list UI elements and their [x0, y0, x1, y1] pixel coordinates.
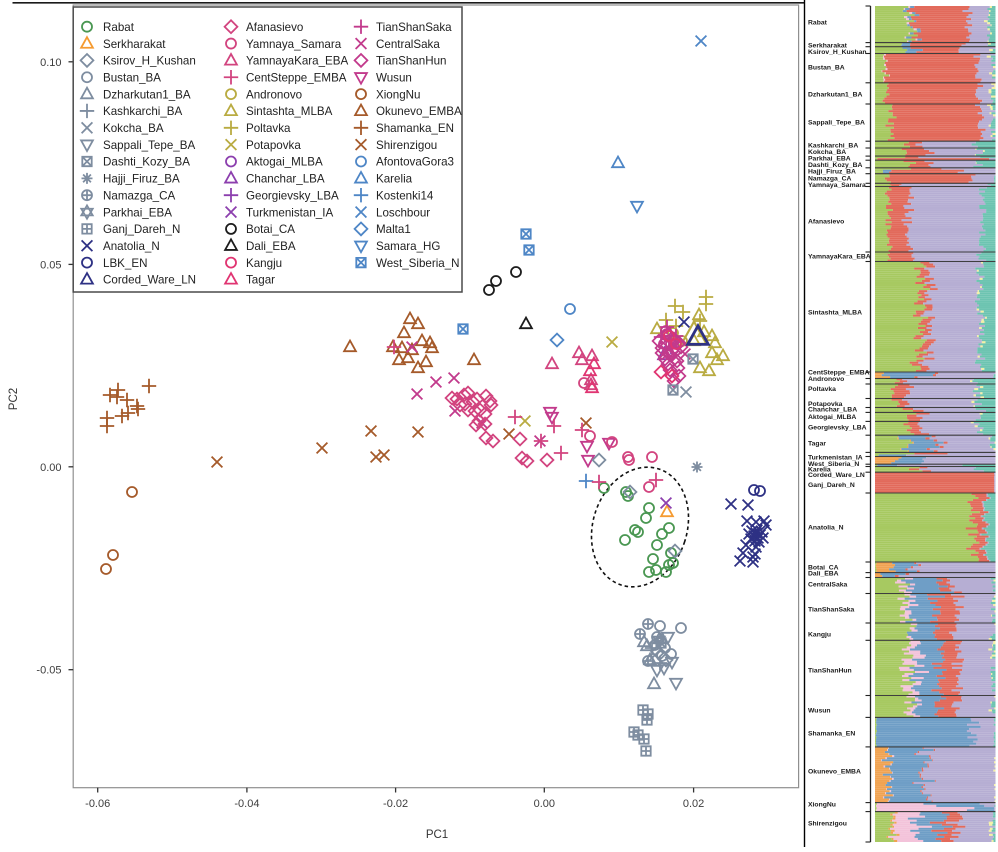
svg-text:Turkmenistan_IA: Turkmenistan_IA	[246, 206, 333, 219]
svg-text:Sappali_Tepe_BA: Sappali_Tepe_BA	[103, 139, 195, 152]
svg-text:Malta1: Malta1	[376, 223, 411, 236]
svg-text:CentSteppe_EMBA: CentSteppe_EMBA	[808, 370, 870, 377]
svg-text:Parkhai_EBA: Parkhai_EBA	[103, 206, 172, 219]
svg-text:Andronovo: Andronovo	[246, 88, 302, 101]
svg-text:CentralSaka: CentralSaka	[808, 582, 848, 589]
svg-text:Kokcha_BA: Kokcha_BA	[808, 149, 846, 156]
svg-text:Dzharkutan1_BA: Dzharkutan1_BA	[103, 88, 191, 101]
svg-text:AfontovaGora3: AfontovaGora3	[376, 156, 454, 169]
svg-text:CentralSaka: CentralSaka	[376, 38, 440, 51]
svg-text:Kangju: Kangju	[246, 257, 282, 270]
svg-text:Botai_CA: Botai_CA	[246, 223, 295, 236]
svg-text:Dashti_Kozy_BA: Dashti_Kozy_BA	[808, 162, 862, 169]
svg-text:Dashti_Kozy_BA: Dashti_Kozy_BA	[103, 156, 190, 169]
svg-text:Andronovo: Andronovo	[808, 376, 844, 383]
svg-text:Anatolia_N: Anatolia_N	[808, 525, 844, 532]
svg-text:0.00: 0.00	[40, 462, 61, 474]
svg-text:Corded_Ware_LN: Corded_Ware_LN	[103, 274, 196, 287]
svg-text:-0.05: -0.05	[36, 665, 61, 677]
svg-text:PC1: PC1	[426, 829, 448, 841]
svg-text:TianShanHun: TianShanHun	[808, 668, 852, 675]
svg-text:Kashkarchi_BA: Kashkarchi_BA	[103, 105, 183, 118]
svg-text:Okunevo_EMBA: Okunevo_EMBA	[808, 769, 861, 776]
svg-text:Anatolia_N: Anatolia_N	[103, 240, 160, 253]
svg-text:Yamnaya_Samara: Yamnaya_Samara	[246, 38, 342, 51]
svg-text:Kangju: Kangju	[808, 632, 831, 639]
svg-text:Georgievsky_LBA: Georgievsky_LBA	[808, 425, 867, 432]
svg-text:Chanchar_LBA: Chanchar_LBA	[246, 173, 325, 186]
svg-text:Rabat: Rabat	[103, 21, 135, 34]
svg-text:0.02: 0.02	[683, 798, 704, 810]
svg-text:Ganj_Dareh_N: Ganj_Dareh_N	[808, 482, 855, 489]
svg-text:Poltavka: Poltavka	[246, 122, 291, 135]
svg-text:Namazga_CA: Namazga_CA	[808, 176, 852, 183]
svg-text:Chanchar_LBA: Chanchar_LBA	[808, 407, 857, 414]
svg-text:TianShanSaka: TianShanSaka	[376, 21, 452, 34]
svg-text:Afanasievo: Afanasievo	[808, 219, 844, 226]
svg-text:Loschbour: Loschbour	[376, 206, 430, 219]
svg-text:Shirenzigou: Shirenzigou	[808, 821, 847, 828]
svg-text:Sintashta_MLBA: Sintashta_MLBA	[808, 310, 862, 317]
svg-text:Samara_HG: Samara_HG	[376, 240, 440, 253]
svg-text:0.05: 0.05	[40, 259, 61, 271]
svg-text:Ksirov_H_Kushan: Ksirov_H_Kushan	[103, 55, 196, 68]
svg-text:Shamanka_EN: Shamanka_EN	[808, 731, 855, 738]
svg-text:Botai_CA: Botai_CA	[808, 565, 839, 572]
svg-text:Kokcha_BA: Kokcha_BA	[103, 122, 164, 135]
svg-text:Okunevo_EMBA: Okunevo_EMBA	[376, 105, 462, 118]
svg-text:TianShanHun: TianShanHun	[376, 55, 446, 68]
svg-text:Wusun: Wusun	[376, 71, 412, 84]
svg-text:Karelia: Karelia	[808, 467, 831, 474]
svg-text:0.10: 0.10	[40, 57, 61, 69]
svg-text:Wusun: Wusun	[808, 708, 831, 715]
svg-text:Hajji_Firuz_BA: Hajji_Firuz_BA	[103, 173, 180, 186]
svg-text:Parkhai_EBA: Parkhai_EBA	[808, 156, 851, 163]
svg-text:XiongNu: XiongNu	[376, 88, 420, 101]
svg-text:YamnayaKara_EBA: YamnayaKara_EBA	[246, 55, 349, 68]
svg-text:Aktogai_MLBA: Aktogai_MLBA	[246, 156, 323, 169]
svg-text:Afanasievo: Afanasievo	[246, 21, 303, 34]
svg-text:Rabat: Rabat	[808, 20, 828, 27]
svg-text:Dali_EBA: Dali_EBA	[246, 240, 296, 253]
svg-text:PC2: PC2	[8, 388, 20, 410]
svg-text:West_Siberia_N: West_Siberia_N	[376, 257, 460, 270]
svg-text:Aktogai_MLBA: Aktogai_MLBA	[808, 414, 856, 421]
svg-text:Dali_EBA: Dali_EBA	[808, 571, 839, 578]
svg-text:Kashkarchi_BA: Kashkarchi_BA	[808, 143, 858, 150]
svg-text:Georgievsky_LBA: Georgievsky_LBA	[246, 189, 339, 202]
svg-text:Namazga_CA: Namazga_CA	[103, 189, 175, 202]
svg-text:Ksirov_H_Kushan: Ksirov_H_Kushan	[808, 49, 867, 56]
svg-text:Poltavka: Poltavka	[808, 386, 836, 393]
svg-text:Karelia: Karelia	[376, 173, 413, 186]
svg-text:Corded_Ware_LN: Corded_Ware_LN	[808, 472, 865, 479]
svg-text:-0.04: -0.04	[234, 798, 259, 810]
svg-text:Sintashta_MLBA: Sintashta_MLBA	[246, 105, 333, 118]
svg-text:Tagar: Tagar	[808, 441, 826, 448]
svg-text:-0.06: -0.06	[85, 798, 110, 810]
svg-text:Potapovka: Potapovka	[808, 401, 843, 408]
svg-text:Yamnaya_Samara: Yamnaya_Samara	[808, 182, 866, 189]
svg-text:Serkharakat: Serkharakat	[808, 43, 848, 50]
svg-text:CentSteppe_EMBA: CentSteppe_EMBA	[246, 71, 347, 84]
svg-text:Shirenzigou: Shirenzigou	[376, 139, 437, 152]
svg-text:Serkharakat: Serkharakat	[103, 38, 166, 51]
svg-text:Shamanka_EN: Shamanka_EN	[376, 122, 454, 135]
svg-text:Sappali_Tepe_BA: Sappali_Tepe_BA	[808, 120, 865, 127]
svg-text:Bustan_BA: Bustan_BA	[808, 65, 845, 72]
svg-text:Dzharkutan1_BA: Dzharkutan1_BA	[808, 92, 862, 99]
svg-text:LBK_EN: LBK_EN	[103, 257, 147, 270]
svg-text:Turkmenistan_IA: Turkmenistan_IA	[808, 455, 863, 462]
svg-text:-0.02: -0.02	[383, 798, 408, 810]
svg-text:Bustan_BA: Bustan_BA	[103, 71, 161, 84]
svg-text:Kostenki14: Kostenki14	[376, 189, 434, 202]
svg-text:XiongNu: XiongNu	[808, 802, 836, 809]
svg-text:Potapovka: Potapovka	[246, 139, 301, 152]
svg-text:West_Siberia_N: West_Siberia_N	[808, 461, 859, 468]
svg-text:Ganj_Dareh_N: Ganj_Dareh_N	[103, 223, 180, 236]
svg-text:YamnayaKara_EBA: YamnayaKara_EBA	[808, 254, 871, 261]
svg-text:Hajji_Firuz_BA: Hajji_Firuz_BA	[808, 169, 856, 176]
svg-text:0.00: 0.00	[534, 798, 555, 810]
svg-text:Tagar: Tagar	[246, 274, 275, 287]
svg-text:TianShanSaka: TianShanSaka	[808, 607, 855, 614]
